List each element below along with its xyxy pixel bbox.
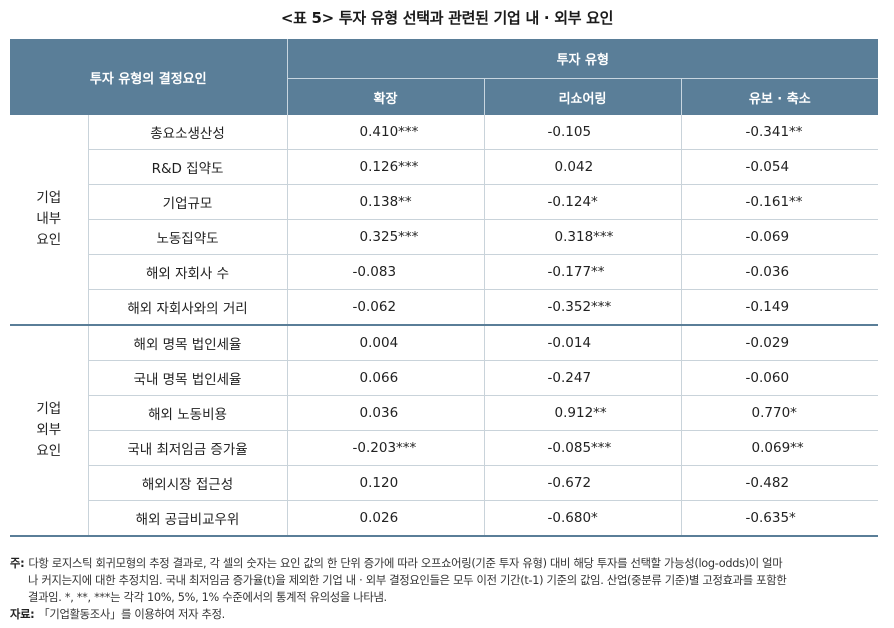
factor-label: 노동집약도 bbox=[88, 219, 288, 255]
table-notes: 주: 다항 로지스틱 회귀모형의 추정 결과로, 각 셀의 숫자는 요인 값의 … bbox=[10, 555, 882, 623]
value-cell: -0.036 bbox=[681, 254, 879, 290]
value-cell: -0.124* bbox=[484, 184, 682, 220]
value-cell: -0.149 bbox=[681, 289, 879, 326]
header-col-reshoring: 리쇼어링 bbox=[484, 78, 682, 115]
note-label: 주: bbox=[10, 557, 25, 570]
value-cell: 0.066 bbox=[287, 360, 485, 396]
value-cell: 0.770* bbox=[681, 395, 879, 431]
value-cell: -0.203*** bbox=[287, 430, 485, 466]
factor-label: 해외 자회사 수 bbox=[88, 254, 288, 290]
table-title: <표 5> 투자 유형 선택과 관련된 기업 내 · 외부 요인 bbox=[280, 9, 614, 27]
value-cell: 0.126*** bbox=[287, 149, 485, 185]
factor-label: 해외 노동비용 bbox=[88, 395, 288, 431]
factor-label: 해외시장 접근성 bbox=[88, 465, 288, 501]
value-cell: -0.069 bbox=[681, 219, 879, 255]
factor-label: 총요소생산성 bbox=[88, 115, 288, 150]
source-label: 자료: bbox=[10, 608, 35, 621]
value-cell: -0.161** bbox=[681, 184, 879, 220]
value-cell: -0.029 bbox=[681, 325, 879, 361]
factor-label: 국내 최저임금 증가율 bbox=[88, 430, 288, 466]
factor-label: 해외 자회사와의 거리 bbox=[88, 289, 288, 326]
factor-label: 기업규모 bbox=[88, 184, 288, 220]
value-cell: 0.410*** bbox=[287, 115, 485, 150]
results-table: 투자 유형의 결정요인 투자 유형 확장 리쇼어링 유보 · 축소 기업 내부 … bbox=[10, 39, 879, 537]
header-col-retention: 유보 · 축소 bbox=[681, 78, 879, 115]
note-line-2: 나 커지는지에 대한 추정치임. 국내 최저임금 증가율(t)을 제외한 기업 … bbox=[28, 574, 787, 587]
value-cell: -0.680* bbox=[484, 500, 682, 537]
value-cell: -0.341** bbox=[681, 115, 879, 150]
factor-label: 해외 명목 법인세율 bbox=[88, 325, 288, 361]
value-cell: -0.105 bbox=[484, 115, 682, 150]
value-cell: 0.036 bbox=[287, 395, 485, 431]
value-cell: -0.085*** bbox=[484, 430, 682, 466]
value-cell: -0.352*** bbox=[484, 289, 682, 326]
value-cell: 0.912** bbox=[484, 395, 682, 431]
value-cell: 0.325*** bbox=[287, 219, 485, 255]
note-line-1: 다항 로지스틱 회귀모형의 추정 결과로, 각 셀의 숫자는 요인 값의 한 단… bbox=[28, 557, 783, 570]
value-cell: -0.062 bbox=[287, 289, 485, 326]
group-label-external: 기업 외부 요인 bbox=[10, 325, 89, 537]
value-cell: 0.069** bbox=[681, 430, 879, 466]
value-cell: -0.177** bbox=[484, 254, 682, 290]
header-col-expansion: 확장 bbox=[287, 78, 485, 115]
value-cell: -0.014 bbox=[484, 325, 682, 361]
factor-label: 해외 공급비교우위 bbox=[88, 500, 288, 537]
value-cell: -0.083 bbox=[287, 254, 485, 290]
factor-label: 국내 명목 법인세율 bbox=[88, 360, 288, 396]
value-cell: 0.138** bbox=[287, 184, 485, 220]
value-cell: 0.042 bbox=[484, 149, 682, 185]
value-cell: 0.120 bbox=[287, 465, 485, 501]
value-cell: -0.054 bbox=[681, 149, 879, 185]
value-cell: -0.672 bbox=[484, 465, 682, 501]
value-cell: 0.318*** bbox=[484, 219, 682, 255]
note-line-3: 결과임. *, **, ***는 각각 10%, 5%, 1% 수준에서의 통계… bbox=[28, 591, 387, 604]
value-cell: -0.060 bbox=[681, 360, 879, 396]
source-text: 「기업활동조사」를 이용하여 저자 추정. bbox=[38, 608, 225, 621]
header-determinants: 투자 유형의 결정요인 bbox=[10, 39, 288, 115]
value-cell: -0.482 bbox=[681, 465, 879, 501]
value-cell: 0.004 bbox=[287, 325, 485, 361]
factor-label: R&D 집약도 bbox=[88, 149, 288, 185]
header-investment-type: 투자 유형 bbox=[287, 39, 879, 79]
value-cell: 0.026 bbox=[287, 500, 485, 537]
group-label-internal: 기업 내부 요인 bbox=[10, 115, 89, 326]
value-cell: -0.247 bbox=[484, 360, 682, 396]
value-cell: -0.635* bbox=[681, 500, 879, 537]
